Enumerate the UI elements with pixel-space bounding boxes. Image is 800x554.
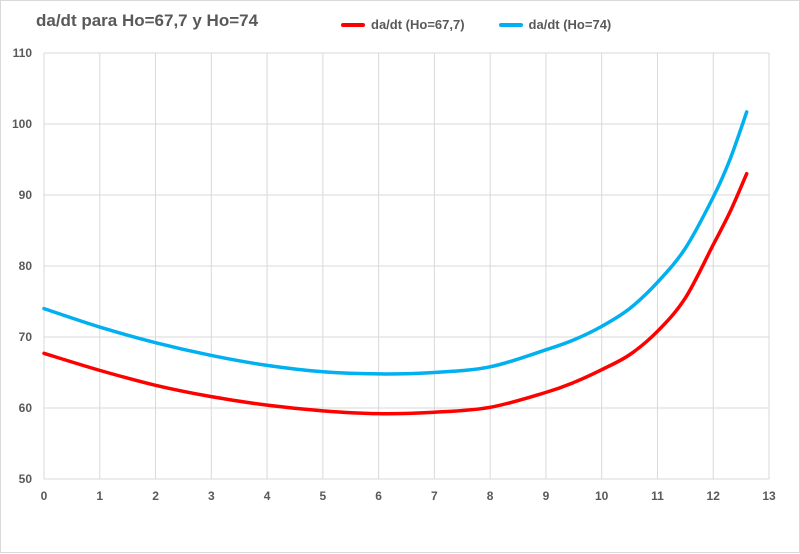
series-lines [42, 110, 749, 416]
x-tick-label-7: 7 [431, 489, 438, 503]
x-tick-label-0: 0 [41, 489, 48, 503]
series-line-1 [42, 171, 749, 416]
y-tick-label-70: 70 [19, 330, 33, 344]
legend-item-series-2: da/dt (Ho=74) [498, 17, 612, 32]
legend: da/dt (Ho=67,7) da/dt (Ho=74) [341, 17, 611, 32]
x-tick-label-11: 11 [651, 489, 664, 503]
y-tick-label-90: 90 [19, 188, 33, 202]
x-tick-label-10: 10 [595, 489, 609, 503]
x-tick-label-5: 5 [320, 489, 327, 503]
x-tick-label-1: 1 [96, 489, 103, 503]
x-tick-label-3: 3 [208, 489, 215, 503]
y-tick-label-110: 110 [13, 46, 33, 60]
y-tick-label-80: 80 [19, 259, 33, 273]
series-line-2 [42, 110, 749, 376]
y-tick-label-50: 50 [19, 472, 33, 486]
x-tick-label-4: 4 [264, 489, 271, 503]
x-tick-label-8: 8 [487, 489, 494, 503]
x-tick-label-6: 6 [375, 489, 382, 503]
x-tick-label-13: 13 [762, 489, 776, 503]
legend-swatch-series-2 [498, 22, 523, 27]
x-tick-label-12: 12 [707, 489, 721, 503]
x-tick-label-2: 2 [152, 489, 159, 503]
legend-item-series-1: da/dt (Ho=67,7) [341, 17, 465, 32]
legend-label-series-1: da/dt (Ho=67,7) [371, 17, 465, 32]
legend-label-series-2: da/dt (Ho=74) [528, 17, 612, 32]
x-tick-label-9: 9 [543, 489, 550, 503]
y-tick-label-100: 100 [12, 117, 32, 131]
legend-swatch-series-1 [341, 22, 365, 27]
chart-title: da/dt para Ho=67,7 y Ho=74 [36, 11, 259, 30]
y-tick-label-60: 60 [19, 401, 33, 415]
grid-lines [43, 52, 770, 480]
